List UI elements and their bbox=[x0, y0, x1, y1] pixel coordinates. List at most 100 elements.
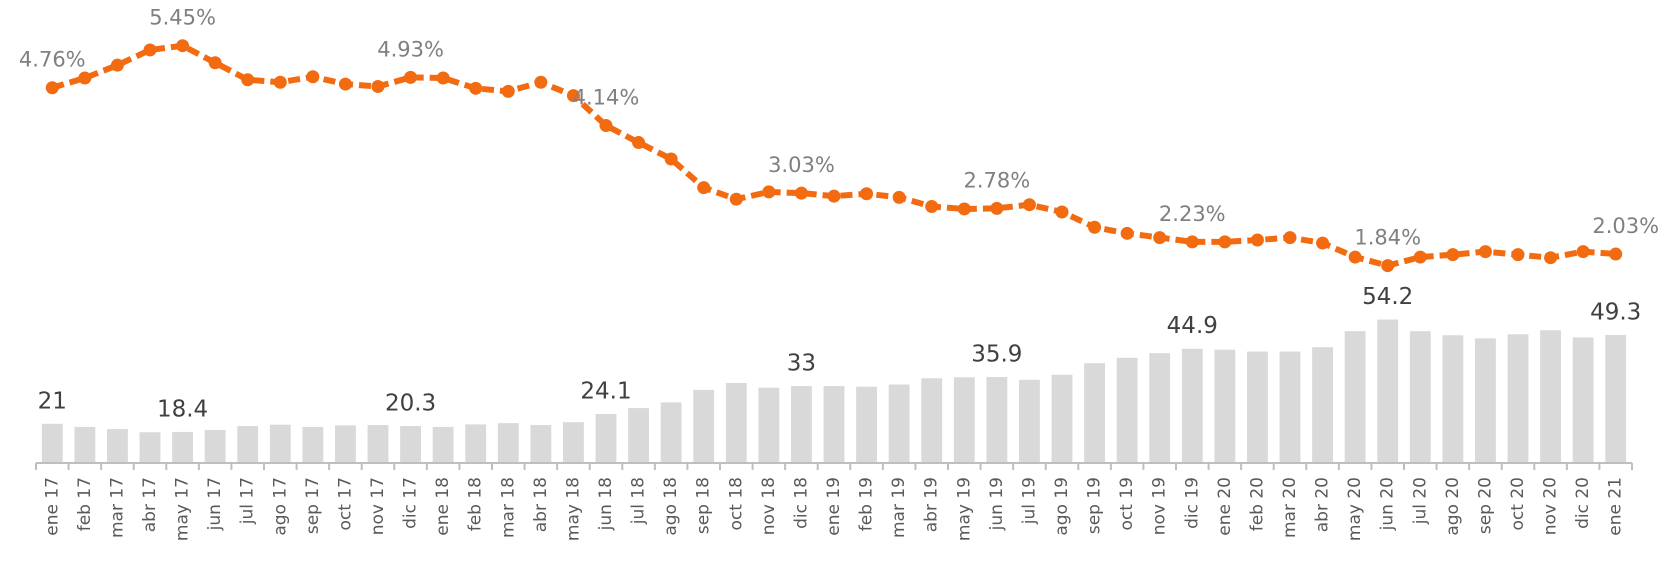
line-label: 4.76% bbox=[19, 48, 86, 72]
x-tick-label: feb 17 bbox=[75, 477, 95, 531]
bar bbox=[1312, 347, 1333, 463]
bar bbox=[1572, 337, 1594, 463]
line-marker bbox=[78, 71, 92, 85]
bar bbox=[1019, 379, 1040, 463]
line-marker bbox=[1478, 245, 1492, 259]
line-marker bbox=[1348, 250, 1362, 264]
bar bbox=[41, 423, 63, 463]
bar bbox=[563, 422, 584, 463]
x-tick-label: ene 19 bbox=[824, 477, 844, 536]
line-marker bbox=[143, 43, 157, 57]
bar bbox=[856, 386, 877, 463]
line-marker bbox=[306, 70, 320, 84]
bar bbox=[628, 408, 649, 463]
x-tick-label: ene 21 bbox=[1606, 477, 1626, 536]
bar bbox=[1247, 351, 1268, 463]
x-tick-label: oct 17 bbox=[335, 477, 355, 530]
bar bbox=[1344, 331, 1366, 463]
line-marker bbox=[45, 81, 59, 95]
bar-label: 44.9 bbox=[1167, 313, 1218, 339]
bar bbox=[921, 378, 943, 463]
line-marker bbox=[1185, 235, 1199, 249]
bar bbox=[791, 386, 812, 463]
line-marker bbox=[729, 192, 743, 206]
x-tick-label: sep 17 bbox=[303, 477, 323, 534]
bar bbox=[530, 425, 552, 463]
x-tick-label: ene 20 bbox=[1215, 477, 1235, 536]
x-tick-label: ago 20 bbox=[1443, 477, 1463, 536]
x-tick-label: abr 18 bbox=[531, 477, 551, 532]
x-tick-label: abr 19 bbox=[922, 477, 942, 532]
bar bbox=[497, 423, 519, 463]
line-marker bbox=[1544, 251, 1558, 265]
x-tick-label: abr 17 bbox=[140, 477, 160, 532]
line-marker bbox=[794, 186, 808, 200]
bar bbox=[465, 424, 487, 463]
line-marker bbox=[1153, 231, 1167, 245]
x-tick-label: jul 17 bbox=[238, 477, 258, 525]
line-marker bbox=[404, 70, 418, 84]
bar bbox=[1051, 374, 1073, 463]
line-marker bbox=[762, 185, 776, 199]
line-marker bbox=[827, 189, 841, 203]
line-marker bbox=[273, 75, 287, 89]
bar bbox=[400, 425, 421, 463]
x-tick-label: dic 19 bbox=[1182, 477, 1202, 529]
line-marker bbox=[534, 75, 548, 89]
bar bbox=[660, 402, 682, 463]
line-label: 5.45% bbox=[149, 6, 216, 30]
bar bbox=[269, 424, 291, 463]
bar bbox=[693, 389, 715, 463]
x-tick-label: nov 19 bbox=[1150, 477, 1170, 535]
line-marker bbox=[1446, 248, 1460, 262]
bar bbox=[302, 426, 324, 463]
bar bbox=[107, 429, 128, 463]
bar bbox=[986, 376, 1008, 463]
line-marker bbox=[697, 181, 711, 195]
x-tick-label: ene 18 bbox=[433, 477, 453, 536]
bar-label: 20.3 bbox=[385, 390, 436, 416]
line-marker bbox=[469, 81, 483, 95]
bar bbox=[1442, 335, 1464, 463]
line-marker bbox=[1120, 226, 1134, 240]
x-tick-label: dic 17 bbox=[401, 477, 421, 529]
x-tick-label: feb 20 bbox=[1247, 477, 1267, 531]
bar bbox=[204, 430, 226, 463]
bar bbox=[172, 431, 193, 463]
line-marker bbox=[1413, 250, 1427, 264]
x-tick-label: ago 18 bbox=[661, 477, 681, 536]
bar-label: 21 bbox=[38, 388, 67, 414]
bar bbox=[595, 414, 617, 463]
bar-label: 18.4 bbox=[157, 396, 208, 422]
bar bbox=[335, 425, 356, 463]
line-marker bbox=[1022, 198, 1036, 212]
bar bbox=[1475, 338, 1496, 463]
line-marker bbox=[957, 202, 971, 216]
x-tick-label: jul 19 bbox=[1019, 477, 1039, 525]
x-tick-label: nov 20 bbox=[1541, 477, 1561, 535]
bar bbox=[758, 387, 780, 463]
line-marker bbox=[1088, 220, 1102, 234]
x-tick-label: mar 18 bbox=[498, 477, 518, 538]
line-marker bbox=[925, 200, 939, 214]
line-marker bbox=[566, 89, 580, 103]
bar bbox=[1409, 331, 1431, 463]
bar bbox=[1116, 357, 1138, 463]
line-marker bbox=[1576, 245, 1590, 259]
line-marker bbox=[1381, 259, 1395, 273]
bar bbox=[1279, 351, 1301, 463]
line-label: 2.23% bbox=[1159, 202, 1226, 226]
line-marker bbox=[1511, 248, 1525, 262]
line-marker bbox=[1283, 231, 1297, 245]
line-marker bbox=[599, 118, 613, 132]
bar bbox=[888, 384, 910, 463]
bar bbox=[1181, 348, 1203, 463]
bar bbox=[1149, 353, 1171, 463]
line-marker bbox=[860, 187, 874, 201]
x-tick-label: sep 19 bbox=[1085, 477, 1105, 534]
x-tick-label: sep 20 bbox=[1475, 477, 1495, 534]
x-tick-label: jul 18 bbox=[629, 477, 649, 525]
bar-label: 35.9 bbox=[971, 341, 1022, 367]
bar-label: 33 bbox=[787, 351, 816, 377]
line-marker bbox=[1055, 205, 1069, 219]
